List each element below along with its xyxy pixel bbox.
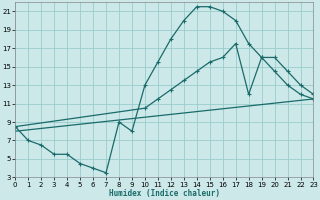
X-axis label: Humidex (Indice chaleur): Humidex (Indice chaleur) (109, 189, 220, 198)
